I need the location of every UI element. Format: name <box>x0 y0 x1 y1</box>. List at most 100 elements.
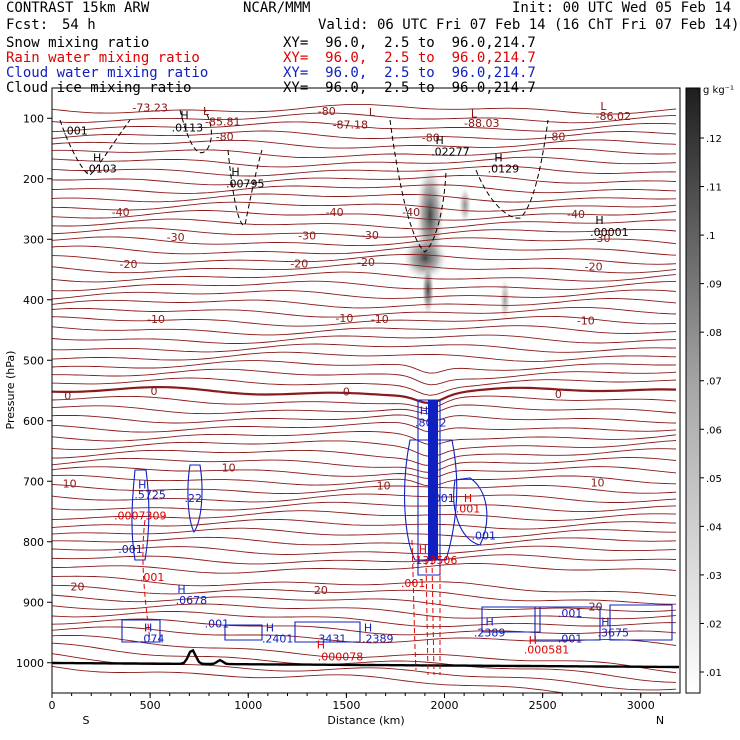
temperature-contour <box>52 642 677 683</box>
extremum-label: .000078 <box>318 651 364 664</box>
extremum-label: -87.18 <box>333 118 368 131</box>
north-label: N <box>656 714 664 727</box>
organization-label: NCAR/MMM <box>243 0 311 16</box>
temperature-contour-label: -10 <box>577 314 595 327</box>
extremum-label: .0113 <box>172 121 204 134</box>
extremum-label: H <box>419 543 427 556</box>
temperature-contour-label: -40 <box>112 206 130 219</box>
temperature-contour-label: -80 <box>216 130 234 143</box>
y-axis-title: Pressure (hPa) <box>4 351 17 430</box>
extremum-label: -85.81 <box>205 115 240 128</box>
temperature-contour <box>52 584 676 605</box>
temperature-contour <box>52 236 677 247</box>
extremum-label: H <box>420 404 428 417</box>
extremum-label: .5725 <box>134 489 166 502</box>
extremum-label: H <box>464 492 472 505</box>
cloud-water-core <box>428 400 438 560</box>
colorbar-tick-label: .01 <box>706 668 722 679</box>
temperature-contour <box>52 174 677 186</box>
temperature-contour-label: 20 <box>589 600 603 613</box>
colorbar-tick-label: .04 <box>706 522 722 533</box>
colorbar-tick-label: .02 <box>706 619 722 630</box>
temperature-contour <box>52 280 676 292</box>
temperature-contour-label: -40 <box>402 206 420 219</box>
y-axis: 100 200 300 400 500 600 700 800 900 1000 <box>16 112 52 670</box>
temperature-contour <box>52 474 677 487</box>
extremum-label: H <box>180 109 188 122</box>
extremum-label: L <box>369 106 376 119</box>
extremum-label: H <box>177 583 185 596</box>
temperature-contour <box>52 227 677 238</box>
temperature-contour-label: -20 <box>120 258 138 271</box>
cloud-water-contour <box>534 606 601 641</box>
rain-water-contour <box>142 519 151 641</box>
temperature-contour-label: 0 <box>343 386 350 399</box>
temperature-contour <box>52 431 677 446</box>
temperature-contour <box>52 545 677 555</box>
extremum-label: H <box>93 152 101 165</box>
colorbar-tick-label: .06 <box>706 425 722 436</box>
temperature-contour <box>52 193 677 203</box>
extremum-label: .00001 <box>590 226 629 239</box>
extremum-label: .074 <box>140 633 165 646</box>
extremum-label: .22 <box>185 492 203 505</box>
temperature-contour-label: 10 <box>591 476 605 489</box>
x-tick-label: 0 <box>49 699 56 712</box>
plot-title: CONTRAST 15km ARW <box>6 0 150 16</box>
temperature-contour-label: -80 <box>422 132 440 145</box>
y-tick-label: 300 <box>23 233 44 246</box>
extremum-label: L <box>471 107 478 120</box>
extremum-label: .001 <box>558 607 583 620</box>
y-tick-label: 900 <box>23 596 44 609</box>
temperature-contour-label: 0 <box>555 388 562 401</box>
cloud-water-contour <box>294 621 361 643</box>
x-tick-label: 3000 <box>627 699 655 712</box>
temperature-contour <box>52 184 677 194</box>
x-tick-label: 500 <box>140 699 161 712</box>
temperature-contour <box>52 112 677 124</box>
temperature-contour <box>52 395 677 409</box>
temperature-contour-label: -20 <box>290 257 308 270</box>
temperature-contour <box>52 563 677 574</box>
y-tick-label: 100 <box>23 112 44 125</box>
temperature-contour <box>52 210 677 221</box>
temperature-contour <box>52 351 677 362</box>
temperature-contour <box>52 466 677 480</box>
temperature-contour <box>52 493 677 503</box>
colorbar-unit: g kg⁻¹ <box>703 85 734 96</box>
extremum-label: .001 <box>401 577 426 590</box>
temperature-contour <box>52 510 677 521</box>
x-tick-label: 1000 <box>234 699 262 712</box>
y-tick-label: 600 <box>23 415 44 428</box>
temperature-contour <box>52 448 677 467</box>
y-tick-label: 800 <box>23 536 44 549</box>
snow-shading <box>403 163 510 322</box>
temperature-contour <box>52 325 677 336</box>
temperature-contour <box>52 665 568 693</box>
forecast-value: 54 h <box>62 17 96 33</box>
temperature-contour <box>52 483 677 495</box>
temperature-contour <box>52 536 677 547</box>
extremum-label: .133506 <box>412 554 458 567</box>
extremum-label: L <box>600 100 607 113</box>
valid-time: Valid: 06 UTC Fri 07 Feb 14 (16 ChT Fri … <box>318 17 740 33</box>
temperature-contour <box>52 594 677 612</box>
extremum-label: H <box>435 134 443 147</box>
temperature-contour <box>52 271 677 283</box>
extremum-label: .00795 <box>226 178 265 191</box>
field-name-rain: Rain water mixing ratio <box>6 50 200 66</box>
extremum-label: .001 <box>558 633 583 646</box>
temperature-contour <box>52 554 677 565</box>
temperature-contour-label: -80 <box>547 130 565 143</box>
temperature-contour <box>52 404 677 415</box>
y-tick-label: 1000 <box>16 657 44 670</box>
temperature-contour <box>52 377 677 396</box>
extremum-label: H <box>138 478 146 491</box>
x-axis: 0 500 1000 1500 2000 2500 3000 <box>49 693 661 712</box>
temperature-contour-label: -40 <box>326 206 344 219</box>
rain-water-contour <box>411 539 417 671</box>
temperature-contour-label: 10 <box>222 461 236 474</box>
field-xy-cloud-water: XY= 96.0, 2.5 to 96.0,214.7 <box>283 65 536 81</box>
extremum-label: -73.23 <box>132 101 167 114</box>
snow-lower <box>500 278 510 322</box>
